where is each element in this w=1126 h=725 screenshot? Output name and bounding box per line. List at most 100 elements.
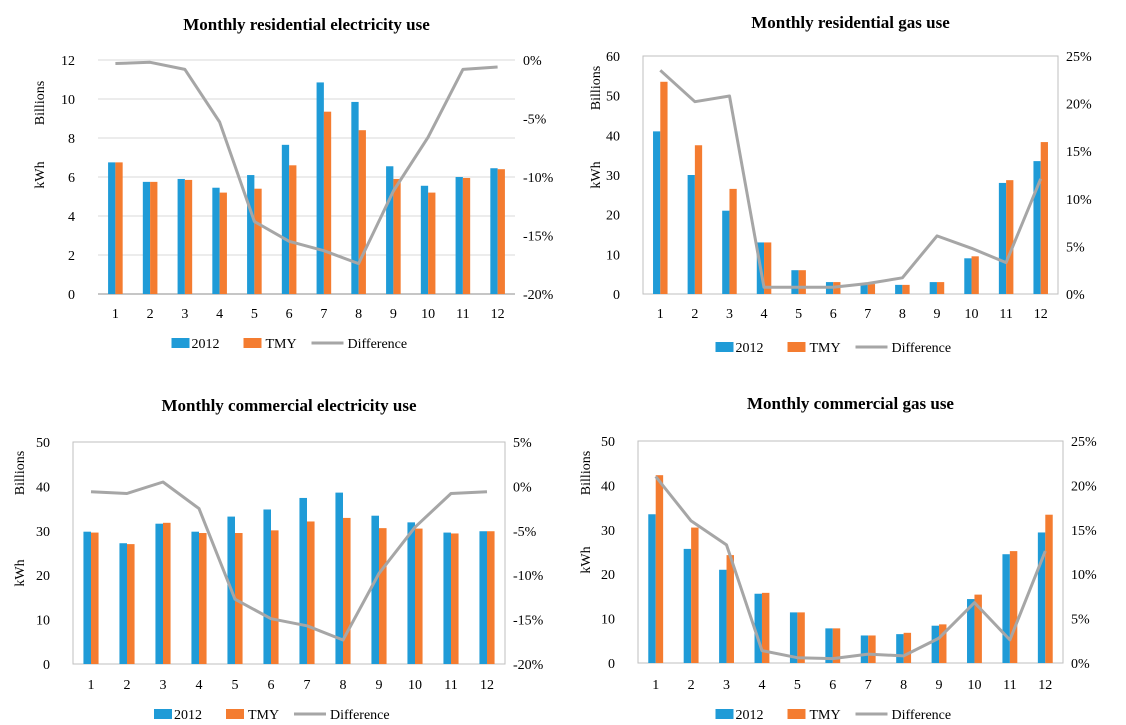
legend-label-tmy: TMY xyxy=(810,341,841,356)
legend-label-difference: Difference xyxy=(348,337,408,352)
legend-label-difference: Difference xyxy=(892,708,952,723)
x-tick-label: 2 xyxy=(147,307,154,322)
bar-tmy-12 xyxy=(497,169,505,294)
y-tick-label: 2 xyxy=(68,249,75,264)
legend-label-2012: 2012 xyxy=(192,337,220,352)
chart-title: Monthly residential gas use xyxy=(751,13,950,32)
y-tick-label: 50 xyxy=(601,435,615,450)
x-tick-label: 12 xyxy=(480,678,494,693)
bar-2012-11 xyxy=(1002,554,1010,663)
chart-title: Monthly residential electricity use xyxy=(183,15,430,34)
x-tick-label: 2 xyxy=(691,307,698,322)
bar-2012-8 xyxy=(335,492,343,664)
y-tick-label: 20 xyxy=(601,568,615,583)
legend: 2012 TMY Difference xyxy=(715,708,952,723)
bar-tmy-7 xyxy=(867,284,876,294)
bar-tmy-12 xyxy=(487,531,495,664)
bar-2012-3 xyxy=(722,210,730,294)
chart-commercial-electricity: Monthly commercial electricity use 0 10 20 3… xyxy=(0,385,560,725)
legend-label-2012: 2012 xyxy=(736,708,764,723)
x-tick-label: 10 xyxy=(965,307,979,322)
x-tick-label: 1 xyxy=(652,678,659,693)
y-axis-label: kWh xyxy=(13,559,28,586)
chart-svg: Monthly residential electricity use 0 2 4 6 8… xyxy=(33,15,554,352)
x-tick-label: 3 xyxy=(723,678,730,693)
bar-2012-2 xyxy=(683,548,692,663)
bar-tmy-9 xyxy=(393,178,401,294)
y-tick-label: 10 xyxy=(606,248,620,263)
bar-2012-7 xyxy=(299,497,307,664)
x-tick-label: 6 xyxy=(829,678,836,693)
y-axis-label: kWh xyxy=(589,161,604,188)
chart-svg: Monthly commercial gas use 0 10 20 30 40 50 0% 5… xyxy=(579,394,1097,723)
x-tick-label: 10 xyxy=(408,678,422,693)
bar-tmy-7 xyxy=(868,635,876,663)
legend-label-difference: Difference xyxy=(892,341,952,356)
bar-tmy-3 xyxy=(184,179,193,294)
legend-swatch-2012 xyxy=(715,709,734,719)
chart-residential-electricity: Monthly residential electricity use 0 2 4 6 8… xyxy=(0,0,560,362)
bar-tmy-2 xyxy=(150,181,158,294)
y-tick-label: 10 xyxy=(36,614,50,629)
bar-tmy-7 xyxy=(307,521,315,664)
bar-tmy-5 xyxy=(235,533,243,664)
y-tick-label: 40 xyxy=(601,479,615,494)
y2-tick-label: 0% xyxy=(513,480,532,495)
bar-2012-12 xyxy=(490,168,498,294)
legend: 2012 TMY Difference xyxy=(171,337,408,352)
y-tick-label: 0 xyxy=(613,288,620,303)
bar-tmy-3 xyxy=(726,555,734,663)
legend-swatch-tmy xyxy=(226,709,244,719)
legend: 2012 TMY Difference xyxy=(715,341,952,356)
bar-2012-8 xyxy=(351,101,359,294)
bar-2012-1 xyxy=(648,514,656,663)
bar-2012-9 xyxy=(929,282,937,294)
bar-2012-10 xyxy=(964,258,972,294)
bar-2012-2 xyxy=(687,175,695,294)
y-tick-label: 40 xyxy=(36,480,50,495)
bar-tmy-5 xyxy=(798,270,806,294)
plot-frame xyxy=(637,440,1064,664)
y2-tick-label: -20% xyxy=(523,288,554,303)
y2-tick-label: 10% xyxy=(1066,193,1092,208)
x-tick-label: 3 xyxy=(181,307,188,322)
y-tick-label: 8 xyxy=(68,132,75,147)
bar-2012-7 xyxy=(860,284,868,294)
x-tick-label: 12 xyxy=(1038,678,1052,693)
y-axis-unit: Billions xyxy=(589,66,604,110)
bar-2012-8 xyxy=(896,634,904,663)
y2-tick-label: 5% xyxy=(1071,613,1090,628)
chart-svg: Monthly commercial electricity use 0 10 20 3… xyxy=(13,396,544,723)
y-tick-label: 12 xyxy=(61,54,75,69)
bar-tmy-1 xyxy=(655,475,664,663)
bar-2012-4 xyxy=(754,593,762,663)
y-tick-label: 20 xyxy=(36,569,50,584)
bar-tmy-9 xyxy=(939,624,947,663)
y-tick-label: 0 xyxy=(43,658,50,673)
bar-tmy-4 xyxy=(199,533,207,664)
y2-tick-label: 5% xyxy=(1066,240,1085,255)
x-tick-label: 4 xyxy=(761,307,768,322)
y2-tick-label: 20% xyxy=(1066,98,1092,113)
legend-swatch-tmy xyxy=(243,338,262,348)
y-axis-unit: Billions xyxy=(13,451,28,495)
bar-tmy-9 xyxy=(936,282,945,294)
bar-tmy-11 xyxy=(462,177,471,294)
bar-tmy-5 xyxy=(797,612,805,663)
x-tick-label: 12 xyxy=(491,307,505,322)
x-tick-label: 11 xyxy=(444,678,457,693)
y-tick-label: 10 xyxy=(61,93,75,108)
bar-tmy-5 xyxy=(254,188,262,294)
x-tick-label: 9 xyxy=(936,678,943,693)
x-tick-label: 3 xyxy=(160,678,167,693)
x-tick-label: 2 xyxy=(688,678,695,693)
y-tick-label: 10 xyxy=(601,613,615,628)
bar-2012-6 xyxy=(281,144,290,294)
bar-2012-4 xyxy=(191,531,199,664)
x-tick-label: 1 xyxy=(112,307,119,322)
bar-2012-3 xyxy=(719,569,727,663)
bar-tmy-6 xyxy=(289,165,297,294)
bar-2012-5 xyxy=(791,270,799,294)
bar-tmy-3 xyxy=(163,522,171,664)
x-tick-label: 11 xyxy=(999,307,1012,322)
